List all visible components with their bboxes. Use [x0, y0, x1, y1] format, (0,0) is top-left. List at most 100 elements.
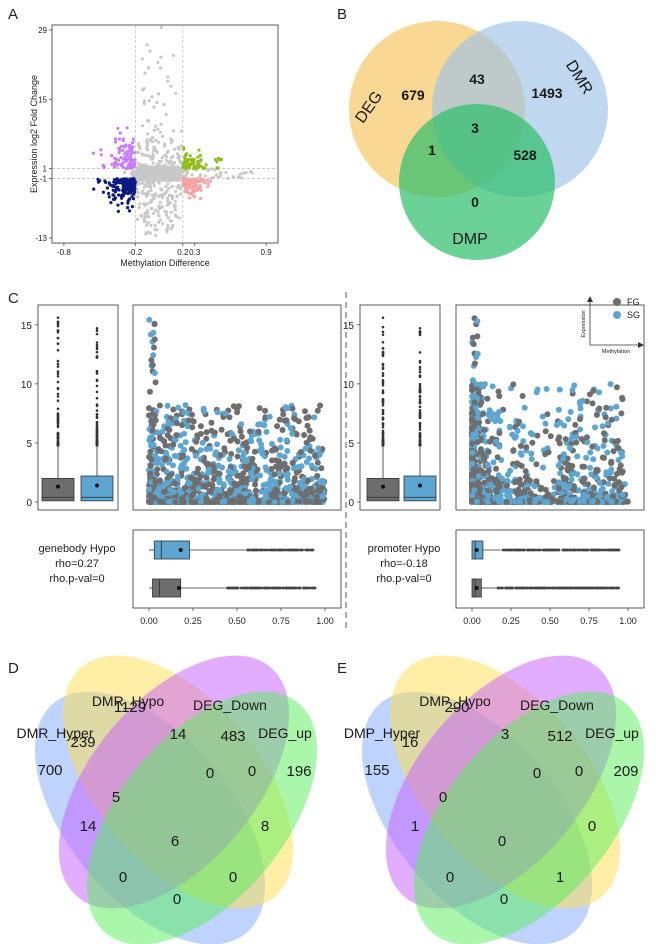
c-scatter2-pt-865 — [545, 449, 552, 456]
c-scatter2-pt-1116 — [618, 484, 625, 490]
c-scatter2-pt-317 — [573, 439, 580, 446]
a-point-1101 — [141, 181, 145, 185]
c-scatter1-pt-411 — [280, 411, 287, 418]
c-scatter2-pt-659 — [614, 470, 620, 477]
c-scatter2-pt-806 — [600, 442, 607, 449]
a-point-1229 — [210, 176, 214, 180]
c-scatter1-pt-1097 — [211, 429, 218, 436]
c-scatter2-pt-1398 — [558, 499, 565, 505]
a-point-1038 — [146, 144, 150, 148]
c-scatter2-pt-390 — [490, 459, 497, 466]
c-scatter1-pt-705 — [276, 416, 283, 423]
a-point-1329 — [196, 159, 200, 164]
a-point-916 — [153, 168, 158, 172]
c-scatter2-pt-759 — [574, 471, 581, 478]
c-scatter2-pt-1055 — [584, 481, 591, 488]
a-point-1318 — [120, 164, 124, 168]
c-scatter2-pt-1181 — [556, 386, 563, 393]
c-outlier-265 — [418, 388, 422, 392]
c-scatter2-pt-1396 — [475, 480, 482, 487]
c-scatter1-pt-1292 — [312, 465, 319, 472]
a-point-1537 — [112, 193, 116, 197]
a-point-1290 — [126, 151, 130, 155]
c-outlier-61 — [56, 434, 60, 438]
a-point-1533 — [116, 209, 120, 213]
a-point-1173 — [146, 230, 150, 234]
c-scatter2-pt-536 — [543, 386, 550, 392]
c-scatter1-pt-1366 — [248, 497, 254, 504]
c-outlier-111 — [95, 415, 99, 418]
c-scatter1-pt-1315 — [194, 469, 201, 476]
c-outlier-79 — [95, 396, 99, 400]
a-point-1315 — [123, 145, 127, 149]
c-scatter1-pt-805 — [237, 428, 244, 435]
a-point-1408 — [92, 187, 96, 191]
c-scatter2-pt-1208 — [510, 447, 517, 454]
c-scatter2-pt-1063 — [560, 451, 567, 458]
c-scatter2-pt-1139 — [584, 434, 590, 441]
a-point-1484 — [107, 191, 111, 196]
c-scatter2-pt-970 — [617, 462, 624, 469]
c-scatter2-hi-15 — [474, 318, 481, 325]
a-point-1520 — [132, 191, 136, 195]
a-point-1217 — [231, 175, 235, 179]
c-outlier-57 — [56, 375, 60, 378]
a-point-1358 — [192, 164, 196, 168]
c-outlier-59 — [56, 359, 60, 363]
c-outlier-258 — [418, 428, 422, 431]
a-point-1553 — [131, 197, 136, 201]
a-point-175 — [116, 166, 120, 170]
c-outlier-173 — [381, 333, 385, 337]
a-point-1093 — [141, 189, 145, 193]
a-point-1589 — [208, 179, 213, 183]
c-scatter1-pt-782 — [180, 452, 187, 459]
a-point-1216 — [216, 175, 220, 179]
c-outlier-112 — [95, 421, 99, 425]
c-scatter1-pt-724 — [304, 422, 311, 429]
a-point-1617 — [198, 196, 203, 200]
a-point-974 — [151, 148, 155, 152]
a-point-1384 — [181, 163, 185, 168]
c-scatter1-pt-1253 — [302, 445, 309, 452]
c-scatter1-pt-1394 — [166, 498, 172, 505]
c-xtick-label-l-2: 0.50 — [228, 616, 246, 626]
a-point-1198 — [169, 84, 173, 88]
c-scatter2-pt-1162 — [533, 389, 540, 396]
c-scatter2-pt-166 — [534, 432, 541, 439]
c-outlier-120 — [95, 329, 99, 333]
a-point-1100 — [171, 162, 175, 167]
c-scatter2-pt-1035 — [608, 460, 615, 467]
c-scatter2-pt-1220 — [579, 478, 586, 485]
c-outlier-245 — [418, 333, 422, 337]
c-hout-345 — [239, 586, 243, 590]
c-scatter2-pt-1306 — [496, 483, 503, 490]
a-point-1181 — [142, 99, 146, 103]
c-scatter2-pt-1385 — [516, 499, 523, 505]
a-point-1322 — [124, 167, 128, 171]
c-outlier-110 — [95, 403, 99, 406]
a-point-1180 — [174, 91, 178, 95]
c-scatter1-pt-772 — [268, 466, 275, 472]
c-scatter1-pt-1348 — [272, 486, 279, 493]
c-scatter1-pt-1145 — [189, 411, 195, 418]
c-scatter1-pt-517 — [307, 434, 314, 441]
a-point-1116 — [177, 173, 182, 177]
a-point-1097 — [168, 168, 172, 172]
a-point-1320 — [116, 126, 120, 130]
c-scatter1-pt-662 — [173, 453, 180, 460]
c-scatter1-pt-860 — [181, 460, 187, 467]
c-outlier-263 — [418, 351, 422, 354]
c-scatter2-pt-1164 — [533, 461, 540, 468]
c-scatter1-pt-1251 — [297, 479, 303, 486]
a-point-1085 — [166, 216, 170, 220]
a-point-1191 — [142, 102, 146, 106]
c-scatter2-pt-1391 — [481, 427, 488, 433]
c-outlier-99 — [95, 423, 99, 426]
a-point-1595 — [206, 182, 210, 186]
c-vbox-mean-l-sg — [95, 483, 99, 488]
c-scatter1-pt-1220 — [298, 463, 305, 470]
c-xtick-label-l-4: 1.00 — [316, 616, 334, 626]
a-point-1317 — [110, 162, 114, 166]
a-point-1162 — [140, 192, 144, 196]
